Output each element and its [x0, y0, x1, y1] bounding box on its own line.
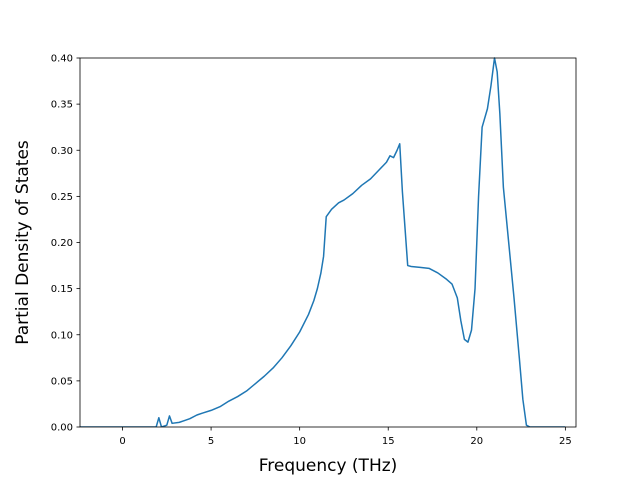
x-tick-label: 10: [293, 436, 306, 447]
x-tick-label: 15: [382, 436, 395, 447]
y-tick-label: 0.35: [51, 100, 73, 111]
y-tick-label: 0.40: [51, 54, 73, 65]
y-tick-label: 0.15: [51, 284, 73, 295]
y-axis-label: Partial Density of States: [13, 140, 33, 345]
x-tick-label: 25: [559, 436, 572, 447]
x-tick-label: 20: [470, 436, 483, 447]
y-tick-label: 0.05: [51, 376, 73, 387]
y-tick-label: 0.30: [51, 146, 73, 157]
y-tick-label: 0.20: [51, 238, 73, 249]
series-line-0: [80, 57, 566, 427]
x-tick-label: 0: [119, 436, 125, 447]
y-tick-label: 0.10: [51, 330, 73, 341]
y-tick-label: 0.25: [51, 192, 73, 203]
ticks-layer: 0 5 10 15 20 25 0.00 0.05 0.10 0.15 0.20 0.25 0.30 0.…: [51, 54, 572, 447]
y-tick-label: 0.00: [51, 423, 73, 434]
plot-layer: [80, 57, 566, 427]
x-tick-label: 5: [208, 436, 214, 447]
x-axis-label: Frequency (THz): [259, 456, 398, 476]
